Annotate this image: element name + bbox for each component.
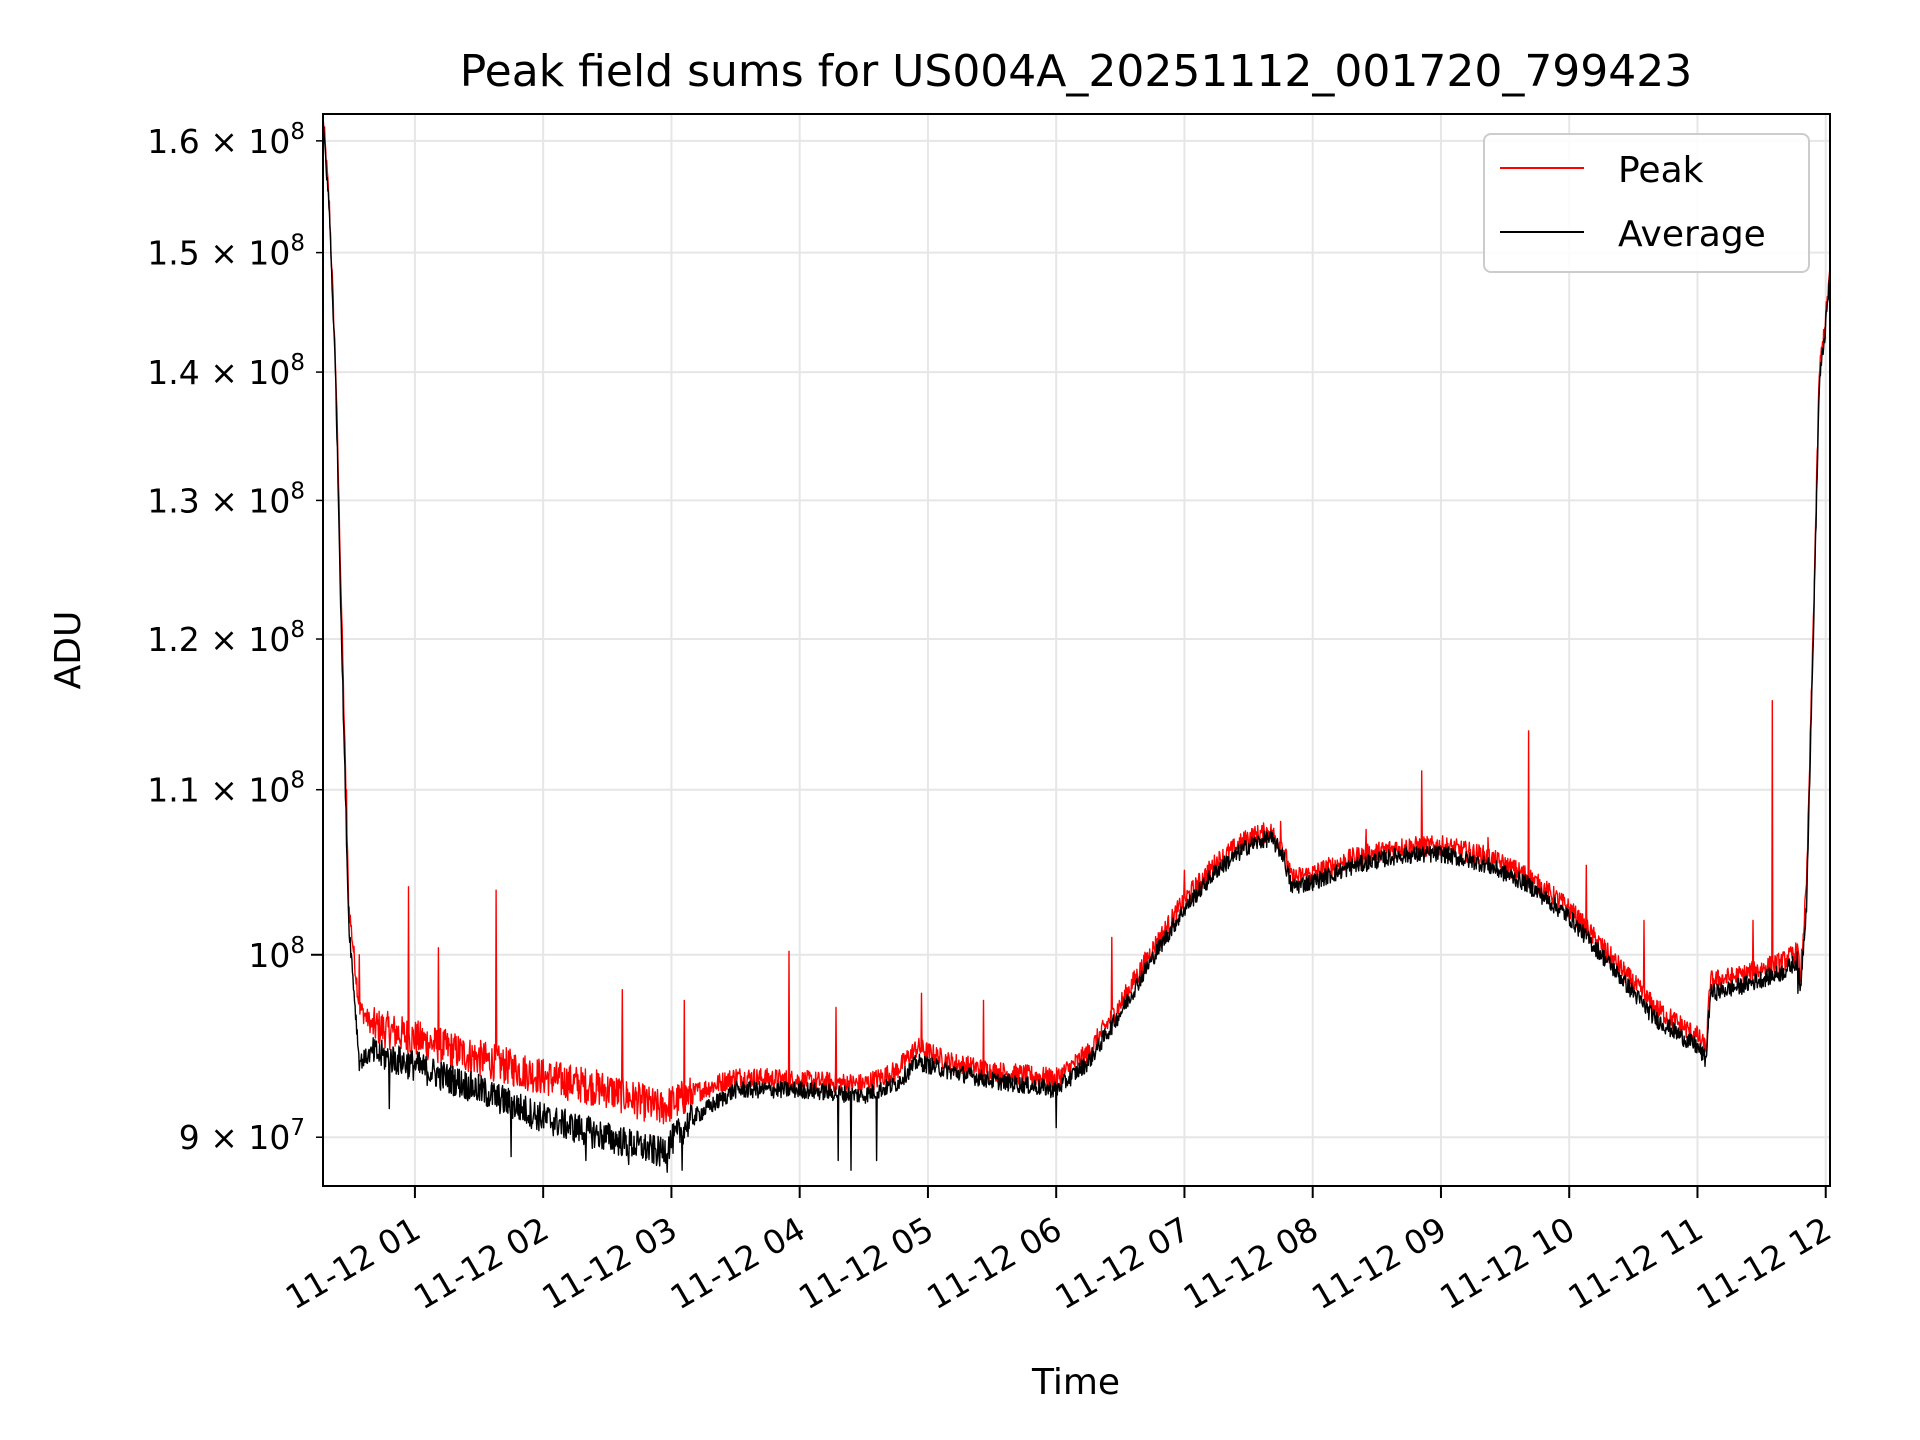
- chart-title: Peak field sums for US004A_20251112_0017…: [460, 46, 1693, 97]
- y-tick-label: 1.5 × 108: [147, 231, 305, 273]
- y-tick-label: 1.1 × 108: [147, 768, 305, 810]
- legend-label-peak: Peak: [1618, 150, 1704, 191]
- y-tick-label: 1.3 × 108: [147, 478, 305, 520]
- series-line-average: [322, 113, 1831, 1173]
- plot-frame: [322, 113, 1831, 1187]
- y-axis-title: ADU: [48, 611, 89, 690]
- y-tick-label: 9 × 107: [179, 1115, 305, 1157]
- y-tick-label: 1.6 × 108: [147, 119, 305, 161]
- legend-label-average: Average: [1618, 214, 1766, 255]
- x-axis-title: Time: [1031, 1362, 1120, 1403]
- series-line-peak: [322, 113, 1831, 1125]
- series-layer: [322, 113, 1831, 1173]
- y-tick-label: 1.4 × 108: [147, 350, 305, 392]
- legend: Peak Average: [1483, 133, 1810, 273]
- y-tick-label: 1.2 × 108: [147, 617, 305, 659]
